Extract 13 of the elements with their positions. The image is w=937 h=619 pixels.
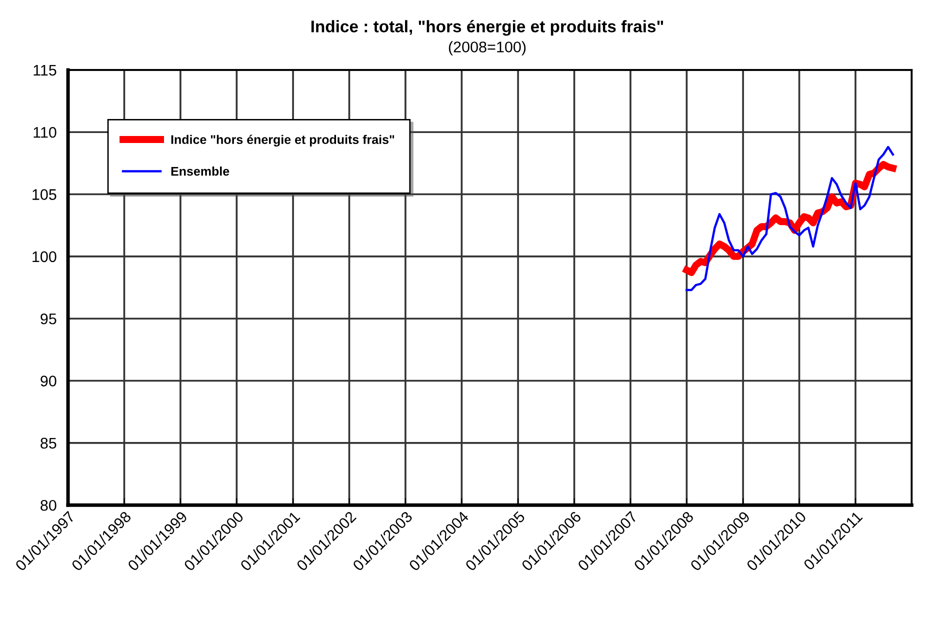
legend-label: Indice "hors énergie et produits frais" [171, 134, 394, 147]
chart-title: Indice : total, "hors énergie et produits frais" [311, 20, 664, 36]
line-series [686, 146, 894, 292]
y-tick-label: 115 [34, 64, 56, 76]
legend-label: Ensemble [171, 166, 230, 176]
chart-subtitle: (2008=100) [448, 41, 526, 56]
y-tick-label: 105 [32, 189, 56, 200]
y-tick-label: 110 [34, 126, 56, 138]
y-tick-label: 100 [32, 251, 56, 262]
y-tick-label: 95 [40, 313, 56, 324]
y-tick-label: 90 [40, 376, 56, 386]
y-tick-label: 85 [40, 438, 56, 449]
y-tick-label: 80 [40, 500, 56, 511]
